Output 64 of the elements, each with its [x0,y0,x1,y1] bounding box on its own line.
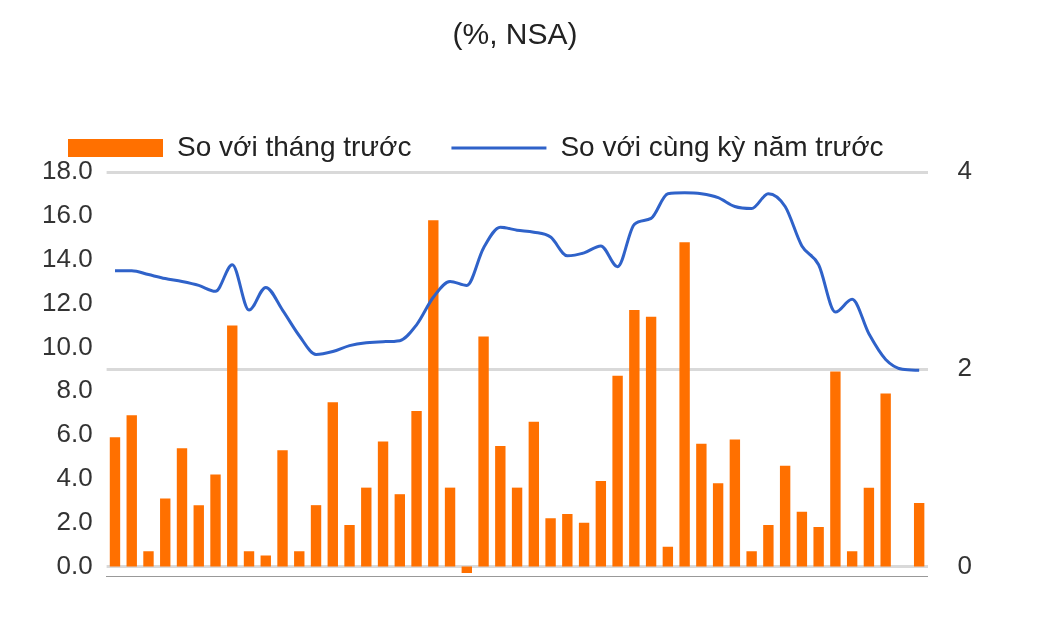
bar [511,487,523,567]
y-tick-label: 8.0 [56,374,93,405]
bar [160,498,171,567]
bar [260,555,271,567]
bar [712,483,724,567]
bar [394,494,405,567]
bar [880,393,891,567]
bar [478,336,489,567]
bar [428,220,439,567]
bar [729,439,741,567]
bar [679,242,690,567]
y2-tick-label: 2 [957,352,973,383]
bar [645,316,657,567]
bar [528,421,540,567]
y-tick-label: 2.0 [56,505,93,536]
bar [662,546,674,567]
y-tick-label: 6.0 [56,418,93,449]
bar [377,441,389,567]
bar [578,522,590,567]
bar [361,487,372,567]
bar [913,502,925,567]
bar [143,551,154,567]
y-tick-label: 18.0 [41,155,93,186]
legend-label: So với tháng trước [177,130,412,162]
bar [545,518,556,567]
y-tick-label: 4.0 [56,462,93,493]
bar [830,371,841,567]
bar [193,505,204,567]
bar [294,551,305,567]
bar [444,487,456,567]
bar [243,551,255,567]
bar [846,551,858,567]
y-tick-label: 14.0 [41,242,93,273]
bar [411,410,422,567]
bar [227,325,238,567]
bar [746,551,757,567]
line-series [113,191,921,372]
bar [629,310,640,567]
bar [327,402,338,567]
bar [796,511,808,567]
bar [595,481,607,567]
y-tick-label: 16.0 [41,199,93,230]
bar [126,415,137,567]
y-tick-label: 12.0 [41,286,93,317]
chart-title: (%, NSA) [452,17,578,51]
bar [210,474,221,567]
y-tick-label: 10.0 [41,330,93,361]
bar [310,505,322,567]
bar [779,465,791,567]
bar [763,524,774,567]
y-tick-label: 0.0 [56,549,93,580]
y2-tick-label: 0 [957,549,973,580]
bar [696,443,707,567]
bar [277,450,288,567]
bar [176,448,188,567]
y2-tick-label: 4 [957,155,973,186]
bar [562,513,573,567]
bar [344,524,355,567]
bar [109,437,121,567]
bar [863,487,875,567]
bar [495,445,506,567]
bar [612,375,623,567]
legend-label: So với cùng kỳ năm trước [560,130,884,162]
bar [813,527,824,567]
